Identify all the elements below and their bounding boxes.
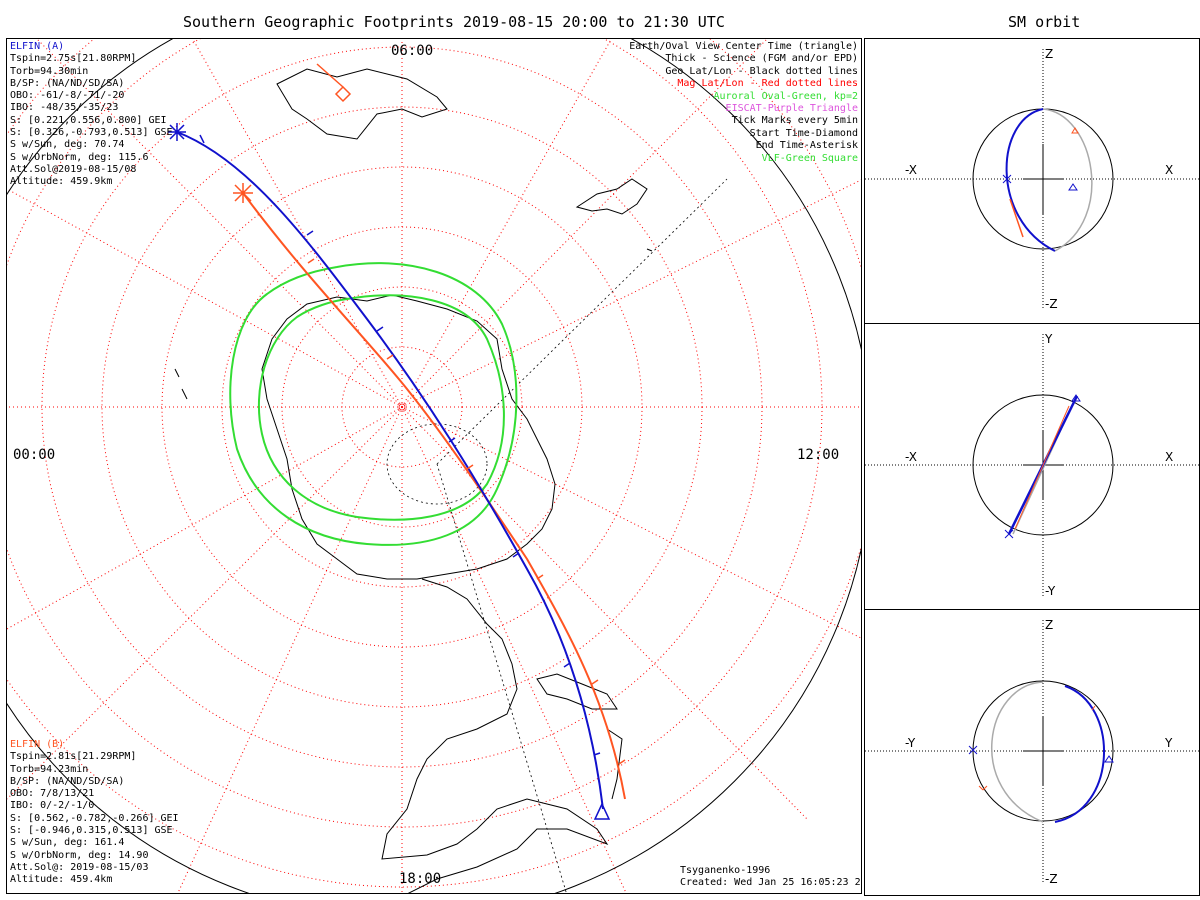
- elfin-b-line: S w/OrbNorm, deg: 14.90: [10, 849, 149, 861]
- coastlines: [174, 68, 653, 893]
- elfin-b-markers: [233, 63, 626, 765]
- geo-grid: [386, 178, 728, 893]
- elfin-b-label: ELFIN (B): [10, 739, 65, 750]
- legend-item: Start Time-Diamond: [749, 127, 858, 139]
- elfin-a-line: Att.Sol@2019-08-15/08: [10, 163, 137, 175]
- mag-pole-marker: [398, 403, 406, 411]
- axis-label-left: -X: [905, 163, 917, 177]
- axis-label-bottom: -Z: [1045, 297, 1058, 311]
- elfin-a-orbit: [1054, 685, 1105, 823]
- elfin-b-line: S: [0.562,-0.782,-0.266] GEI: [10, 812, 179, 824]
- elfin-a-line: Altitude: 459.9km: [10, 176, 113, 188]
- axis-label-right: Y: [1165, 736, 1173, 750]
- elfin-a-info: ELFIN (A) Tspin=2.75s[21.80RPM] Torb=94.…: [10, 41, 173, 189]
- elfin-b-line: IBO: 0/-2/-1/0: [10, 800, 95, 812]
- mlt-label-top: 06:00: [391, 43, 434, 59]
- elfin-a-line: IBO: -48/35/-35/23: [10, 102, 119, 114]
- sm-orbit-yz-plot: [865, 620, 1200, 882]
- sm-orbit-xz-panel: Z -Z -X X: [864, 38, 1200, 324]
- legend-item: VLF-Green Square: [761, 152, 858, 164]
- legend: Earth/Oval View Center Time (triangle) T…: [629, 41, 858, 165]
- elfin-b-end-asterisk: [233, 183, 253, 203]
- elfin-b-orbit: [1009, 198, 1024, 238]
- axis-label-top: Z: [1045, 618, 1054, 632]
- elfin-a-track: [176, 131, 604, 810]
- axis-label-bottom: -Y: [1045, 584, 1056, 598]
- legend-item: Tick Marks every 5min: [731, 115, 858, 127]
- elfin-b-line: Att.Sol@: 2019-08-15/03: [10, 861, 149, 873]
- mag-grid: [7, 39, 861, 893]
- elfin-a-line: S w/Sun, deg: 70.74: [10, 139, 125, 151]
- mlt-label-left: 00:00: [13, 447, 56, 463]
- legend-item: Mag Lat/Lon - Red dotted lines: [677, 78, 858, 90]
- elfin-b-line: S w/Sun, deg: 161.4: [10, 837, 125, 849]
- legend-item: Earth/Oval View Center Time (triangle): [629, 41, 858, 52]
- footprint-map: [7, 39, 861, 893]
- elfin-b-info: ELFIN (B) Tspin=2.81s[21.29RPM] Torb=94.…: [10, 739, 179, 887]
- orbit-far-side: [1042, 108, 1093, 252]
- axis-label-left: -X: [905, 450, 917, 464]
- axis-label-bottom: -Z: [1045, 872, 1058, 886]
- elfin-a-line: S: [0.221,0.556,0.800] GEI: [10, 114, 167, 126]
- footprint-map-panel: 06:00 00:00 12:00 18:00 ELFIN (A) Tspin=…: [6, 38, 862, 894]
- elfin-a-line: Torb=94.30min: [10, 65, 89, 77]
- elfin-b-start-diamond: [334, 85, 352, 103]
- sm-orbit-xy-panel: Y -Y -X X: [864, 323, 1200, 610]
- elfin-a-line: Tspin=2.75s[21.80RPM]: [10, 53, 137, 65]
- plot-title: Southern Geographic Footprints 2019-08-1…: [183, 13, 725, 31]
- axis-label-top: Z: [1045, 47, 1054, 61]
- created-timestamp: Created: Wed Jan 25 16:05:23 2023: [680, 877, 862, 888]
- sm-orbit-xy-plot: [865, 334, 1200, 596]
- elfin-b-track: [242, 192, 626, 800]
- elfin-b-line: Tspin=2.81s[21.29RPM]: [10, 751, 137, 763]
- elfin-a-view-triangle: [593, 802, 611, 820]
- elfin-b-line: B/SP: (NA/ND/SD/SA): [10, 775, 125, 787]
- elfin-b-line: Torb=94.23min: [10, 763, 89, 775]
- axis-label-left: -Y: [905, 736, 916, 750]
- legend-item: Auroral Oval-Green, kp=2: [713, 90, 859, 102]
- axis-label-right: X: [1165, 450, 1174, 464]
- mlt-label-bottom: 18:00: [399, 871, 442, 887]
- elfin-b-line: S: [-0.946,0.315,0.513] GSE: [10, 825, 173, 837]
- elfin-a-label: ELFIN (A): [10, 41, 65, 52]
- sm-orbit-yz-panel: Z -Z -Y Y: [864, 609, 1200, 896]
- elfin-a-line: OBO: -61/-8/-71/-20: [10, 90, 125, 102]
- axis-label-top: Y: [1045, 332, 1053, 346]
- sm-orbit-xz-plot: [865, 49, 1200, 309]
- model-name: Tsyganenko-1996: [680, 865, 771, 876]
- elfin-b-line: OBO: 7/8/13/21: [10, 788, 95, 800]
- elfin-b-line: Altitude: 459.4km: [10, 874, 113, 886]
- elfin-a-end-asterisk: [168, 123, 186, 141]
- auroral-oval: [229, 262, 518, 546]
- mlt-label-right: 12:00: [797, 447, 840, 463]
- elfin-a-orbit: [1005, 108, 1056, 252]
- credit: Tsyganenko-1996 Created: Wed Jan 25 16:0…: [680, 865, 862, 889]
- sm-orbit-title: SM orbit: [1008, 13, 1081, 31]
- elfin-b-orbit: [1014, 405, 1070, 530]
- elfin-a-line: B/SP: (NA/ND/SD/SA): [10, 77, 125, 89]
- elfin-a-line: S w/OrbNorm, deg: 115.6: [10, 151, 149, 163]
- orbit-far-side: [991, 681, 1044, 823]
- elfin-a-markers: [168, 123, 611, 820]
- elfin-a-line: S: [0.326,-0.793,0.513] GSE: [10, 127, 173, 139]
- legend-item: EISCAT-Purple Triangle: [725, 103, 858, 115]
- axis-label-right: X: [1165, 163, 1174, 177]
- legend-item: Thick - Science (FGM and/or EPD): [665, 53, 858, 65]
- legend-item: Geo Lat/Lon - Black dotted lines: [665, 65, 858, 77]
- legend-item: End Time-Asterisk: [755, 140, 858, 152]
